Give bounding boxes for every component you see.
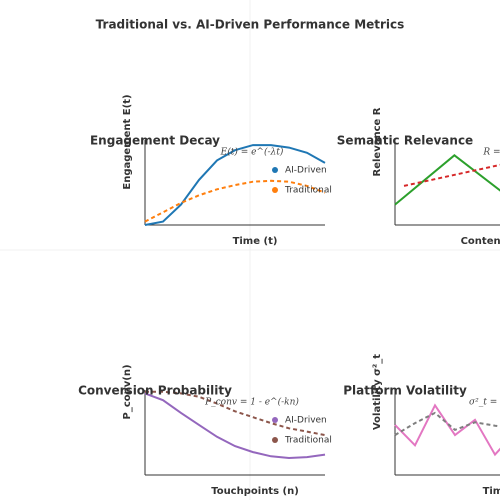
y-axis-label: Relevance R: [372, 107, 383, 176]
y-axis-label: Volatility σ²_t: [372, 354, 383, 430]
legend-marker: [272, 437, 278, 443]
annotation: σ²_t = Var(r_t): [469, 397, 500, 408]
figure-title: Traditional vs. AI-Driven Performance Me…: [96, 18, 405, 32]
x-axis-label: Time (t): [483, 486, 500, 497]
annotation: P_conv = 1 - e^(-kn): [204, 397, 299, 408]
legend-label: AI-Driven: [285, 416, 327, 426]
panel-title: Semantic Relevance: [337, 134, 473, 148]
legend-label: Traditional: [284, 186, 332, 196]
legend-marker: [272, 167, 278, 173]
x-axis-label: Touchpoints (n): [211, 486, 299, 497]
legend-marker: [272, 417, 278, 423]
series-line: [403, 163, 500, 187]
panel-title: Engagement Decay: [90, 134, 220, 148]
annotation: R = f(C): [482, 147, 500, 158]
y-axis-label: P_conv(n): [122, 364, 133, 419]
legend-label: Traditional: [284, 436, 332, 446]
series-line: [144, 144, 326, 226]
x-axis-label: Content Quality: [461, 236, 500, 247]
y-axis-label: Engagement E(t): [122, 94, 133, 189]
series-line: [394, 403, 500, 457]
x-axis-label: Time (t): [233, 236, 278, 247]
legend-marker: [272, 187, 278, 193]
series-line: [145, 390, 326, 437]
annotation: E(t) = e^(-λt): [220, 147, 284, 158]
series-line: [144, 392, 326, 460]
series-line: [394, 154, 500, 206]
panel-title: Platform Volatility: [343, 384, 467, 398]
legend-label: AI-Driven: [285, 166, 327, 176]
panel-title: Conversion Probability: [78, 384, 232, 398]
